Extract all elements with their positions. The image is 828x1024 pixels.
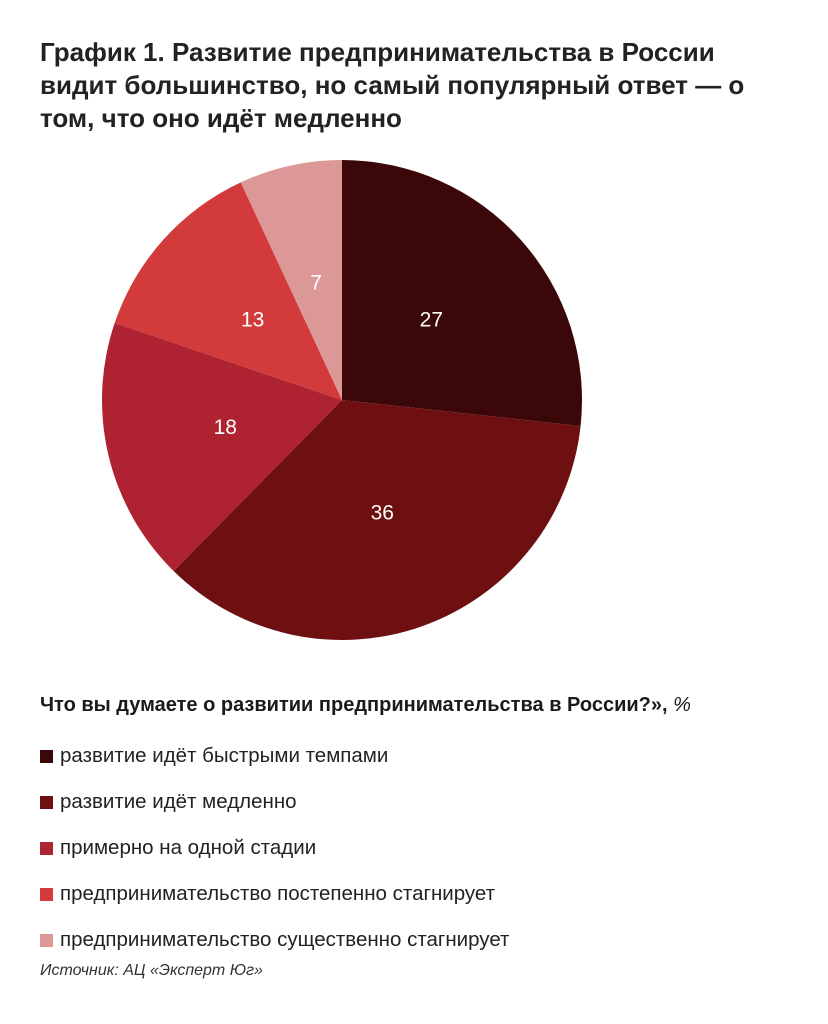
pie-slice-labels: 27 36 18 13 7 — [214, 271, 443, 524]
legend-label: примерно на одной стадии — [60, 836, 317, 859]
legend-label: предпринимательство существенно стагниру… — [60, 928, 510, 951]
legend-item-5: предпринимательство существенно стагниру… — [40, 917, 509, 963]
legend-swatch — [40, 887, 53, 901]
pie-slice-value-3: 18 — [214, 416, 237, 439]
question-unit: % — [673, 694, 691, 716]
legend: развитие идёт быстрыми темпами развитие и… — [40, 733, 509, 963]
pie-slice-value-2: 36 — [371, 502, 394, 525]
legend-label: предпринимательство постепенно стагнируе… — [60, 882, 496, 905]
legend-swatch — [40, 795, 53, 809]
pie-slice-1 — [342, 160, 582, 427]
legend-item-1: развитие идёт быстрыми темпами — [40, 733, 509, 779]
pie-slices — [102, 160, 582, 640]
pie-slice-4 — [114, 182, 342, 400]
pie-slice-value-4: 13 — [241, 308, 264, 331]
pie-chart: 27 36 18 13 7 — [102, 160, 582, 640]
legend-swatch — [40, 841, 53, 855]
legend-label: развитие идёт быстрыми темпами — [60, 744, 389, 767]
legend-item-2: развитие идёт медленно — [40, 779, 509, 825]
survey-question: Что вы думаете о развитии предпринимател… — [40, 692, 691, 718]
chart-title: График 1. Развитие предпринимательства в… — [40, 37, 745, 133]
legend-label: развитие идёт медленно — [60, 790, 297, 813]
pie-slice-value-5: 7 — [310, 271, 322, 294]
legend-swatch — [40, 933, 53, 947]
source-note: Источник: АЦ «Эксперт Юг» — [40, 962, 263, 979]
legend-swatch — [40, 749, 53, 763]
question-text: Что вы думаете о развитии предпринимател… — [40, 694, 668, 716]
pie-slice-5 — [240, 160, 342, 400]
pie-slice-2 — [173, 400, 581, 640]
legend-item-4: предпринимательство постепенно стагнируе… — [40, 871, 509, 917]
legend-item-3: примерно на одной стадии — [40, 825, 509, 871]
pie-slice-value-1: 27 — [420, 308, 443, 331]
pie-slice-3 — [102, 323, 342, 572]
